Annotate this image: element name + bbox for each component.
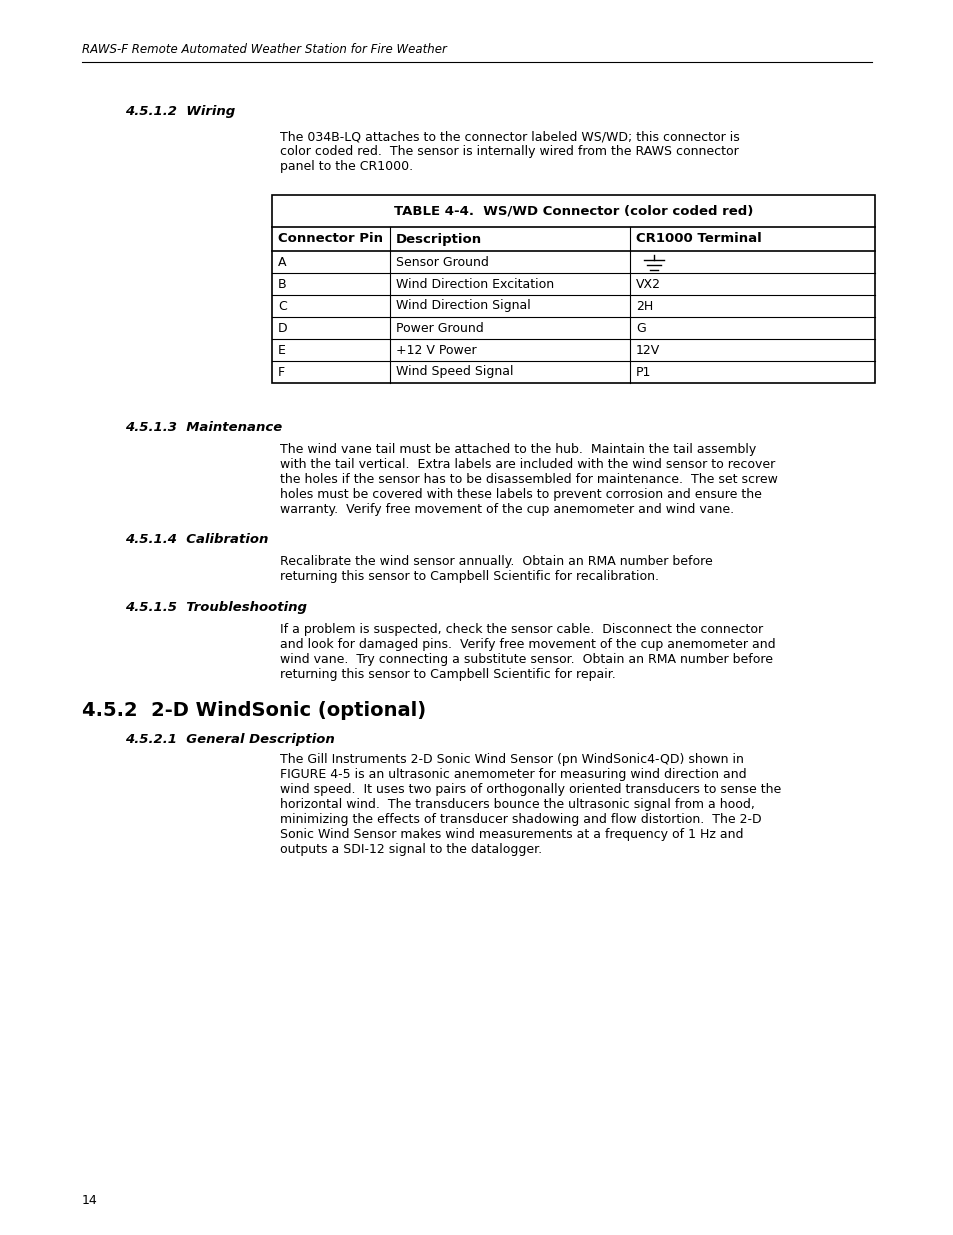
Text: The wind vane tail must be attached to the hub.  Maintain the tail assembly
with: The wind vane tail must be attached to t… bbox=[280, 443, 777, 516]
Text: +12 V Power: +12 V Power bbox=[395, 343, 476, 357]
Text: Wind Direction Excitation: Wind Direction Excitation bbox=[395, 278, 554, 290]
Text: G: G bbox=[636, 321, 645, 335]
Text: CR1000 Terminal: CR1000 Terminal bbox=[636, 232, 760, 246]
Text: 2H: 2H bbox=[636, 300, 653, 312]
Text: VX2: VX2 bbox=[636, 278, 660, 290]
Text: 4.5.1.2  Wiring: 4.5.1.2 Wiring bbox=[125, 105, 235, 119]
Text: F: F bbox=[277, 366, 285, 378]
Text: D: D bbox=[277, 321, 287, 335]
Text: The Gill Instruments 2-D Sonic Wind Sensor (pn WindSonic4-QD) shown in
FIGURE 4-: The Gill Instruments 2-D Sonic Wind Sens… bbox=[280, 753, 781, 856]
Text: 4.5.1.3  Maintenance: 4.5.1.3 Maintenance bbox=[125, 421, 282, 433]
Text: RAWS-F Remote Automated Weather Station for Fire Weather: RAWS-F Remote Automated Weather Station … bbox=[82, 43, 446, 56]
Text: E: E bbox=[277, 343, 286, 357]
Text: 12V: 12V bbox=[636, 343, 659, 357]
Text: C: C bbox=[277, 300, 287, 312]
Text: 4.5.1.4  Calibration: 4.5.1.4 Calibration bbox=[125, 534, 268, 546]
Text: P1: P1 bbox=[636, 366, 651, 378]
Text: Wind Direction Signal: Wind Direction Signal bbox=[395, 300, 530, 312]
Text: TABLE 4-4.  WS/WD Connector (color coded red): TABLE 4-4. WS/WD Connector (color coded … bbox=[394, 205, 753, 217]
Bar bbox=[272, 195, 874, 383]
Text: Power Ground: Power Ground bbox=[395, 321, 483, 335]
Text: Wind Speed Signal: Wind Speed Signal bbox=[395, 366, 513, 378]
Text: 4.5.1.5  Troubleshooting: 4.5.1.5 Troubleshooting bbox=[125, 601, 307, 614]
Text: The 034B-LQ attaches to the connector labeled WS/WD; this connector is
color cod: The 034B-LQ attaches to the connector la… bbox=[280, 130, 739, 173]
Text: 14: 14 bbox=[82, 1194, 97, 1207]
Text: Description: Description bbox=[395, 232, 481, 246]
Text: Connector Pin: Connector Pin bbox=[277, 232, 382, 246]
Text: 4.5.2  2-D WindSonic (optional): 4.5.2 2-D WindSonic (optional) bbox=[82, 701, 426, 720]
Text: 4.5.2.1  General Description: 4.5.2.1 General Description bbox=[125, 734, 335, 746]
Text: B: B bbox=[277, 278, 286, 290]
Text: A: A bbox=[277, 256, 286, 268]
Text: Sensor Ground: Sensor Ground bbox=[395, 256, 488, 268]
Text: Recalibrate the wind sensor annually.  Obtain an RMA number before
returning thi: Recalibrate the wind sensor annually. Ob… bbox=[280, 555, 712, 583]
Text: If a problem is suspected, check the sensor cable.  Disconnect the connector
and: If a problem is suspected, check the sen… bbox=[280, 622, 775, 680]
